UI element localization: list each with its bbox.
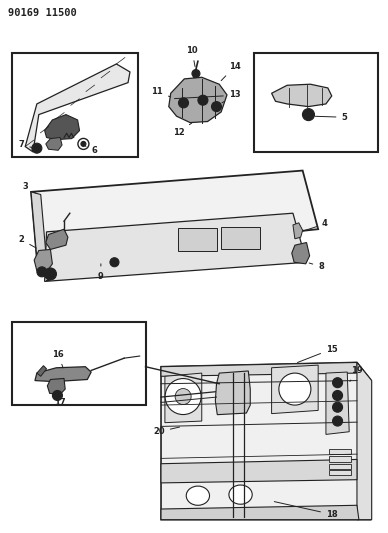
- Polygon shape: [357, 362, 372, 520]
- Bar: [329, 464, 351, 469]
- Circle shape: [32, 143, 42, 153]
- Polygon shape: [169, 77, 227, 123]
- Circle shape: [211, 102, 222, 111]
- Polygon shape: [161, 505, 359, 520]
- Circle shape: [333, 402, 343, 412]
- Polygon shape: [326, 372, 349, 434]
- Bar: [221, 227, 260, 249]
- Circle shape: [45, 268, 56, 280]
- Text: 20: 20: [153, 427, 180, 436]
- Circle shape: [333, 416, 343, 426]
- Polygon shape: [215, 371, 250, 415]
- Polygon shape: [35, 367, 91, 382]
- Text: 17: 17: [54, 398, 66, 407]
- Bar: [254, 53, 378, 152]
- Circle shape: [110, 258, 119, 266]
- Bar: [12, 322, 145, 405]
- Bar: [329, 449, 351, 454]
- Text: 1: 1: [43, 274, 50, 282]
- Circle shape: [175, 389, 191, 405]
- Text: 90169 11500: 90169 11500: [8, 9, 76, 18]
- Circle shape: [333, 378, 343, 387]
- Bar: [329, 470, 351, 475]
- Text: 6: 6: [85, 146, 97, 155]
- Text: 2: 2: [19, 236, 36, 248]
- Text: 5: 5: [315, 113, 347, 122]
- Circle shape: [78, 139, 89, 149]
- Text: 19: 19: [350, 366, 363, 382]
- Polygon shape: [31, 192, 47, 261]
- Text: 15: 15: [298, 345, 338, 362]
- Circle shape: [52, 391, 62, 400]
- Text: 3: 3: [23, 182, 36, 193]
- Text: 10: 10: [186, 46, 198, 67]
- Ellipse shape: [229, 485, 252, 504]
- Text: 8: 8: [309, 262, 324, 271]
- Text: 9: 9: [98, 264, 104, 280]
- Polygon shape: [292, 243, 310, 264]
- Polygon shape: [45, 115, 80, 140]
- Circle shape: [192, 69, 200, 78]
- Polygon shape: [47, 378, 65, 394]
- Polygon shape: [165, 373, 202, 423]
- Polygon shape: [161, 459, 357, 483]
- Polygon shape: [161, 362, 371, 520]
- Polygon shape: [46, 229, 68, 249]
- Polygon shape: [161, 362, 357, 376]
- Text: 12: 12: [173, 123, 192, 136]
- Bar: [12, 53, 138, 157]
- Polygon shape: [272, 84, 332, 107]
- Text: 4: 4: [303, 220, 328, 231]
- Ellipse shape: [186, 486, 210, 505]
- Bar: [178, 228, 217, 251]
- Text: 7: 7: [19, 141, 32, 149]
- Circle shape: [279, 373, 311, 405]
- Circle shape: [165, 378, 201, 415]
- Polygon shape: [272, 365, 318, 414]
- Polygon shape: [31, 171, 318, 259]
- Polygon shape: [37, 366, 47, 376]
- Bar: [329, 456, 351, 462]
- Polygon shape: [25, 64, 130, 152]
- Circle shape: [178, 98, 189, 108]
- Text: 11: 11: [151, 87, 171, 97]
- Text: 13: 13: [222, 91, 241, 103]
- Circle shape: [37, 267, 47, 277]
- Circle shape: [81, 141, 86, 147]
- Circle shape: [303, 109, 314, 120]
- Polygon shape: [45, 213, 307, 281]
- Polygon shape: [34, 249, 52, 272]
- Circle shape: [333, 391, 343, 400]
- Text: 18: 18: [274, 502, 338, 519]
- Text: 16: 16: [52, 350, 64, 368]
- Polygon shape: [46, 138, 62, 150]
- Circle shape: [198, 95, 208, 105]
- Polygon shape: [293, 223, 303, 239]
- Text: 14: 14: [221, 62, 241, 80]
